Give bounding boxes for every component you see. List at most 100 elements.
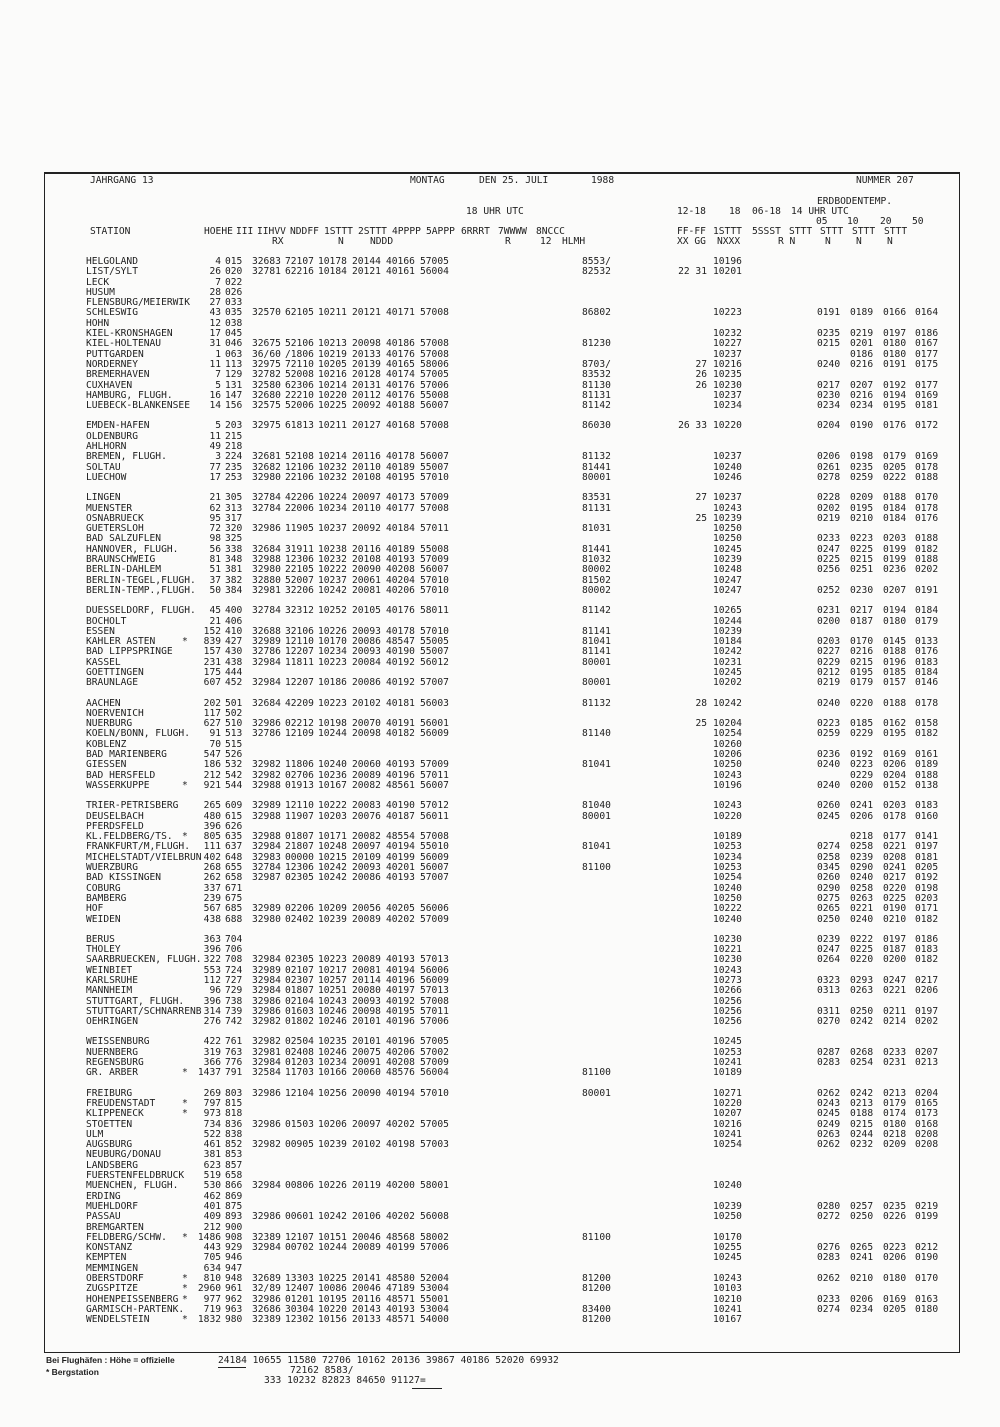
station-height: 396 xyxy=(203,820,221,832)
group-tendency: 53004 xyxy=(420,1303,449,1315)
station-name: OLDENBURG xyxy=(86,430,138,442)
soil-temp-50: 0171 xyxy=(915,903,939,915)
table-row: BOCHOLT 21 406 10244 0200 0187 0180 0179 xyxy=(0,616,1000,627)
station-name: ERDING xyxy=(86,1190,121,1202)
min-temp: 10240 xyxy=(713,1180,742,1192)
soil-temp-10: 0216 xyxy=(850,389,874,401)
group-1: 32986 xyxy=(252,1005,281,1017)
soil-temp-50: 0188 xyxy=(915,769,939,781)
soil-time-heading: 14 UHR UTC xyxy=(791,206,849,217)
station-name: WENDELSTEIN xyxy=(86,1314,150,1326)
soil-temp-05: 0233 xyxy=(817,533,841,545)
soil-temp-05: 0250 xyxy=(817,913,841,925)
station-index: 038 xyxy=(225,317,243,329)
soil-temp-05: 0233 xyxy=(817,1293,841,1305)
group-dewpoint: 20082 xyxy=(352,831,381,843)
min-temp: 10247 xyxy=(713,584,742,596)
group-1: 32981 xyxy=(252,584,281,596)
group-dewpoint: 20105 xyxy=(352,605,381,617)
station-height: 117 xyxy=(203,707,221,719)
group-dewpoint: 20092 xyxy=(352,400,381,412)
group-tendency: 57010 xyxy=(420,1087,449,1099)
min-temp: 10273 xyxy=(713,975,742,986)
group-pressure: 40197 xyxy=(386,985,415,997)
table-row: THOLEY 396 706 10221 0247 0225 0187 0183 xyxy=(0,945,1000,955)
group-pressure: 48568 xyxy=(386,1231,415,1243)
station-index: 063 xyxy=(225,348,243,360)
soil-temp-10: 0293 xyxy=(850,975,874,986)
group-pressure: 40171 xyxy=(386,307,415,319)
group-temp: 10248 xyxy=(318,841,347,853)
group-wind: /1806 xyxy=(285,348,314,360)
station-index: 869 xyxy=(225,1190,243,1202)
soil-temp-10: 0185 xyxy=(850,718,874,730)
min-temp: 10234 xyxy=(713,851,742,863)
group-clouds: 83400 xyxy=(582,1303,611,1315)
group-dewpoint: 20121 xyxy=(352,266,381,278)
station-height: 396 xyxy=(203,995,221,1007)
station-name: GARMISCH-PARTENK. xyxy=(86,1303,185,1315)
soil-temp-50: 0184 xyxy=(915,605,939,617)
group-clouds: 81142 xyxy=(582,605,611,617)
station-height: 719 xyxy=(203,1303,221,1315)
group-dewpoint: 20061 xyxy=(352,574,381,586)
min-temp: 10254 xyxy=(713,728,742,740)
group-temp: 10223 xyxy=(318,954,347,966)
group-tendency: 56006 xyxy=(420,903,449,915)
table-row: LECK 7 022 xyxy=(0,277,1000,288)
group-wind: 00601 xyxy=(285,1211,314,1223)
column-header: STTT xyxy=(852,226,876,237)
group-pressure: 40200 xyxy=(386,1180,415,1192)
column-subheader: RX xyxy=(272,236,284,247)
column-header: 1STTT xyxy=(324,226,353,237)
group-wind: 22106 xyxy=(285,471,314,483)
station-height: 366 xyxy=(203,1057,221,1069)
group-dewpoint: 20097 xyxy=(352,492,381,504)
soil-temp-05: 0215 xyxy=(817,338,841,350)
table-row: LIST/SYLT 26 020 32781 62216 10184 20121 40161 5… xyxy=(0,267,1000,277)
soil-temp-50: 0169 xyxy=(915,389,939,401)
wind-gust: 25 xyxy=(695,718,707,730)
group-pressure: 40193 xyxy=(386,954,415,966)
station-name: CUXHAVEN xyxy=(86,379,133,391)
soil-temp-20: 0194 xyxy=(883,605,907,617)
column-header: III xyxy=(236,226,254,237)
group-tendency: 56007 xyxy=(420,862,449,874)
column-subheader: NXXX xyxy=(717,236,741,247)
soil-temp-10: 0195 xyxy=(850,666,874,678)
min-temp: 10250 xyxy=(713,1211,742,1223)
group-temp: 10234 xyxy=(318,502,347,514)
soil-temp-05: 0290 xyxy=(817,882,841,894)
group-dewpoint: 20127 xyxy=(352,420,381,432)
station-name: KEMPTEN xyxy=(86,1252,127,1264)
group-clouds: 8703/ xyxy=(582,358,611,370)
group-wind: 02402 xyxy=(285,913,314,925)
station-group: EMDEN-HAFEN 5 203 32975 61813 10211 20127 40168… xyxy=(0,421,1000,483)
group-wind: 01503 xyxy=(285,1118,314,1130)
table-row: GUETERSLOH 72 320 32986 11905 10237 20092 40184… xyxy=(0,524,1000,534)
table-row: STUTTGART/SCHNARRENB 314 739 32986 01603 1024… xyxy=(0,1005,1000,1017)
group-tendency: 56006 xyxy=(420,964,449,976)
station-height: 56 xyxy=(209,543,221,555)
soil-temp-05: 0270 xyxy=(817,1016,841,1028)
group-tendency: 57010 xyxy=(420,471,449,483)
group-clouds: 81040 xyxy=(582,800,611,812)
soil-temp-20: 0195 xyxy=(883,400,907,412)
station-index: 727 xyxy=(225,975,243,986)
group-tendency: 58002 xyxy=(420,1231,449,1243)
group-tendency: 57012 xyxy=(420,800,449,812)
table-row: KASSEL 231 438 32984 11811 10223 20084 40192 560… xyxy=(0,657,1000,668)
group-tendency: 55005 xyxy=(420,636,449,648)
group-wind: 02305 xyxy=(285,872,314,884)
station-name: OEHRINGEN xyxy=(86,1016,138,1028)
station-name: KAHLER ASTEN xyxy=(86,636,156,648)
soil-temp-05: 0278 xyxy=(817,471,841,483)
min-temp: 10237 xyxy=(713,389,742,401)
min-temp: 10239 xyxy=(713,554,742,566)
station-height: 839 xyxy=(203,636,221,648)
soil-temp-50: 0170 xyxy=(915,492,939,504)
soil-temp-20: 0152 xyxy=(883,779,907,791)
table-row: ERDING 462 869 xyxy=(0,1190,1000,1202)
group-wind: 02206 xyxy=(285,903,314,915)
min-temp: 10221 xyxy=(713,944,742,956)
